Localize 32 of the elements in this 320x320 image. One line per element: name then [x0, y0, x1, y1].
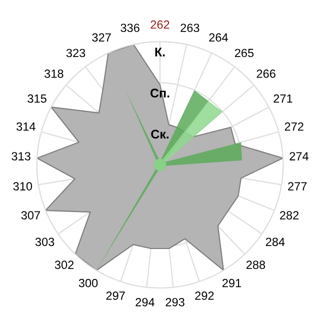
spoke-label: 265: [234, 48, 254, 58]
spoke-label: 318: [44, 70, 64, 78]
spoke-label: 288: [246, 260, 266, 270]
spoke-label: 313: [12, 152, 30, 160]
spoke-label: 302: [54, 260, 74, 270]
spoke-label: 314: [16, 122, 36, 131]
spoke-label: 266: [256, 70, 276, 78]
spoke-label: 300: [78, 278, 98, 288]
spoke-label: 336: [120, 24, 140, 32]
spoke-label: 262: [150, 20, 170, 29]
spoke-label: 284: [266, 238, 285, 246]
y-tick-label: Ск.: [151, 130, 169, 139]
spoke-label: 293: [166, 298, 184, 306]
spoke-label: 303: [35, 238, 54, 246]
spoke-label: 271: [274, 94, 292, 103]
spoke-label: 292: [195, 291, 214, 300]
spoke-label: 327: [92, 33, 111, 42]
spoke-label: 277: [288, 182, 307, 190]
spoke-label: 297: [106, 291, 125, 300]
spoke-label: 323: [66, 48, 86, 58]
spoke-label: 272: [284, 122, 304, 131]
y-tick-label: Сп.: [150, 88, 170, 98]
spoke-label: 264: [209, 33, 228, 42]
spoke-label: 307: [21, 211, 40, 220]
spoke-label: 263: [180, 24, 200, 32]
spoke-label: 315: [28, 94, 46, 103]
spoke-label: 291: [222, 278, 242, 288]
y-tick-label: К.: [155, 48, 165, 56]
spoke-label: 274: [290, 152, 308, 160]
spoke-label: 294: [136, 298, 154, 306]
spoke-label: 282: [280, 211, 299, 220]
spoke-label: 310: [13, 182, 32, 190]
